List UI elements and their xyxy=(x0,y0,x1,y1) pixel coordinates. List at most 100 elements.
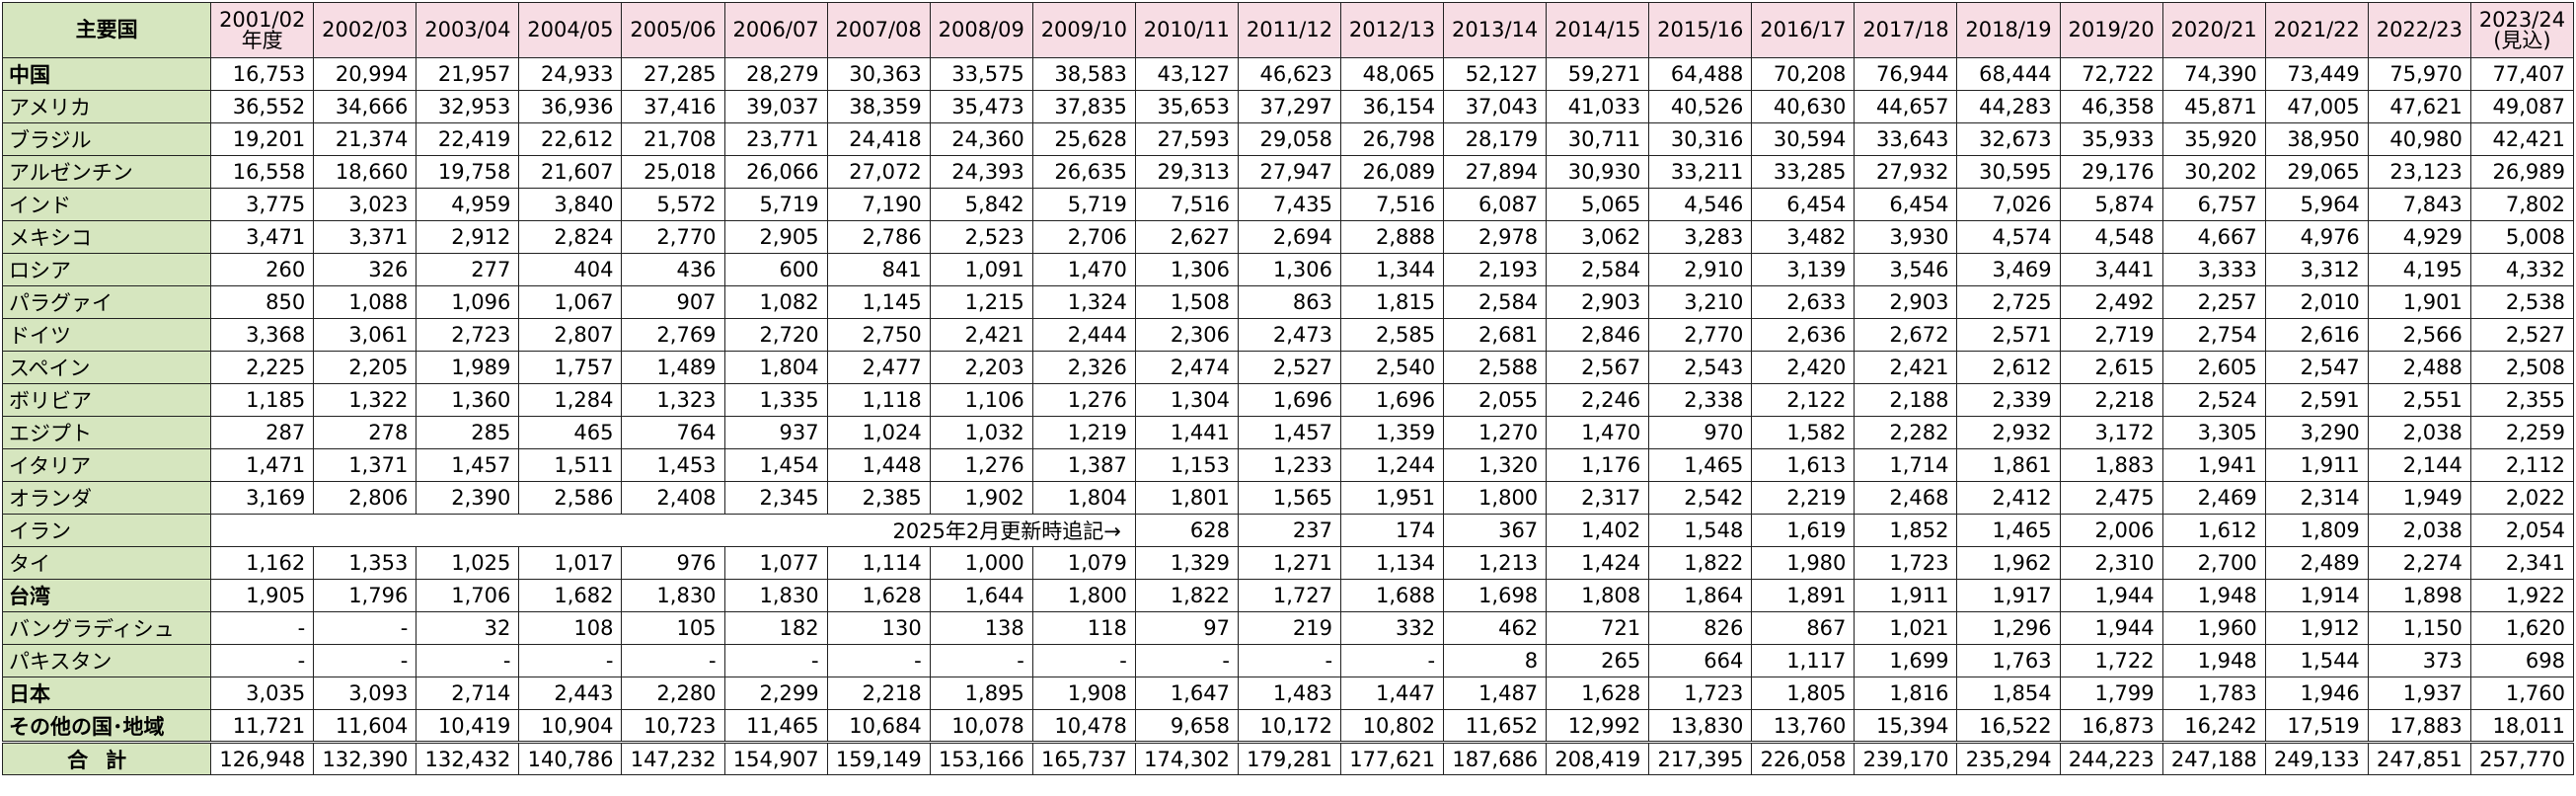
value-cell: 1,801 xyxy=(1134,481,1239,515)
value-cell: 1,150 xyxy=(2367,611,2471,645)
value-cell: 49,087 xyxy=(2469,90,2575,123)
value-cell: 24,393 xyxy=(929,155,1033,189)
value-cell: 2,719 xyxy=(2059,318,2163,352)
value-cell: 7,435 xyxy=(1237,188,1342,221)
value-cell: 29,176 xyxy=(2059,155,2163,189)
value-cell: 3,305 xyxy=(2161,416,2266,449)
value-cell: 1,582 xyxy=(1751,416,1856,449)
year-header: 2015/16 xyxy=(1648,2,1753,58)
year-header: 2002/03 xyxy=(313,2,417,58)
value-cell: 7,516 xyxy=(1340,188,1445,221)
value-cell: 2,527 xyxy=(2469,318,2575,352)
table-row: バングラディシュ - -32 108 105 182 130 138 118 97 219 332 46… xyxy=(1,611,2575,645)
value-cell: 907 xyxy=(621,285,725,319)
value-cell: 5,572 xyxy=(621,188,725,221)
value-cell: 30,711 xyxy=(1546,122,1650,156)
year-header: 2007/08 xyxy=(826,2,931,58)
value-cell: 1,628 xyxy=(1546,677,1650,710)
value-cell: 1,387 xyxy=(1031,448,1136,482)
value-cell: - xyxy=(929,644,1033,677)
value-cell: - xyxy=(1031,644,1136,677)
value-cell: 1,324 xyxy=(1031,285,1136,319)
value-cell: 27,593 xyxy=(1134,122,1239,156)
year-header: 2009/10 xyxy=(1031,2,1136,58)
value-cell: 976 xyxy=(621,546,725,580)
value-cell: 1,025 xyxy=(416,546,520,580)
value-cell: 2,910 xyxy=(1648,253,1753,286)
value-cell: 97 xyxy=(1134,611,1239,645)
value-cell: 1,276 xyxy=(929,448,1033,482)
value-cell: 26,089 xyxy=(1340,155,1445,189)
value-cell: 1,647 xyxy=(1134,677,1239,710)
value-cell: 45,871 xyxy=(2161,90,2266,123)
value-cell: 105 xyxy=(621,611,725,645)
value-cell: 10,684 xyxy=(826,709,931,743)
value-cell: 2,218 xyxy=(826,677,931,710)
value-cell: 1,284 xyxy=(518,383,623,417)
value-cell: 2,547 xyxy=(2264,351,2369,384)
value-cell: 1,989 xyxy=(416,351,520,384)
value-cell: 1,722 xyxy=(2059,644,2163,677)
country-label: パキスタン xyxy=(1,644,212,677)
value-cell: 74,390 xyxy=(2161,57,2266,91)
value-cell: 1,804 xyxy=(723,351,828,384)
value-cell: 2,280 xyxy=(621,677,725,710)
value-cell: 4,546 xyxy=(1648,188,1753,221)
total-value-cell: 132,432 xyxy=(416,741,520,775)
value-cell: 37,043 xyxy=(1443,90,1548,123)
value-cell: 25,628 xyxy=(1031,122,1136,156)
value-cell: 3,441 xyxy=(2059,253,2163,286)
value-cell: 1,353 xyxy=(313,546,417,580)
value-cell: 1,360 xyxy=(416,383,520,417)
value-cell: 76,944 xyxy=(1854,57,1958,91)
value-cell: 2,203 xyxy=(929,351,1033,384)
table-row: メキシコ 3,471 3,371 2,912 2,824 2,770 2,905 2,786 2… xyxy=(1,220,2575,254)
total-value-cell: 226,058 xyxy=(1751,741,1856,775)
value-cell: 3,333 xyxy=(2161,253,2266,286)
value-cell: 1,117 xyxy=(1751,644,1856,677)
value-cell: 1,465 xyxy=(1648,448,1753,482)
value-cell: 30,594 xyxy=(1751,122,1856,156)
value-cell: 1,895 xyxy=(929,677,1033,710)
value-cell: 2,055 xyxy=(1443,383,1548,417)
value-cell: 3,290 xyxy=(2264,416,2369,449)
value-cell: - xyxy=(1340,644,1445,677)
value-cell: 32,673 xyxy=(1956,122,2061,156)
value-cell: 70,208 xyxy=(1751,57,1856,91)
value-cell: 2,412 xyxy=(1956,481,2061,515)
value-cell: 27,947 xyxy=(1237,155,1342,189)
value-cell: 2,681 xyxy=(1443,318,1548,352)
value-cell: 404 xyxy=(518,253,623,286)
value-cell: 1,699 xyxy=(1854,644,1958,677)
value-cell: 33,285 xyxy=(1751,155,1856,189)
value-cell: 38,950 xyxy=(2264,122,2369,156)
total-value-cell: 153,166 xyxy=(929,741,1033,775)
value-cell: 2,475 xyxy=(2059,481,2163,515)
value-cell: 462 xyxy=(1443,611,1548,645)
value-cell: 1,032 xyxy=(929,416,1033,449)
value-cell: 3,210 xyxy=(1648,285,1753,319)
value-cell: 2,444 xyxy=(1031,318,1136,352)
country-label: バングラディシュ xyxy=(1,611,212,645)
value-cell: 2,672 xyxy=(1854,318,1958,352)
value-cell: 7,026 xyxy=(1956,188,2061,221)
value-cell: 3,482 xyxy=(1751,220,1856,254)
value-cell: 1,017 xyxy=(518,546,623,580)
value-cell: 130 xyxy=(826,611,931,645)
value-cell: 1,233 xyxy=(1237,448,1342,482)
value-cell: 118 xyxy=(1031,611,1136,645)
value-cell: 4,574 xyxy=(1956,220,2061,254)
year-header: 2018/19 xyxy=(1956,2,2061,58)
value-cell: 2,723 xyxy=(416,318,520,352)
year-header: 2010/11 xyxy=(1134,2,1239,58)
value-cell: 3,840 xyxy=(518,188,623,221)
value-cell: 2,188 xyxy=(1854,383,1958,417)
value-cell: 2,345 xyxy=(723,481,828,515)
year-header: 2013/14 xyxy=(1443,2,1548,58)
total-value-cell: 147,232 xyxy=(621,741,725,775)
value-cell: 23,123 xyxy=(2367,155,2471,189)
value-cell: 25,018 xyxy=(621,155,725,189)
value-cell: 35,933 xyxy=(2059,122,2163,156)
value-cell: 2,905 xyxy=(723,220,828,254)
value-cell: 278 xyxy=(313,416,417,449)
